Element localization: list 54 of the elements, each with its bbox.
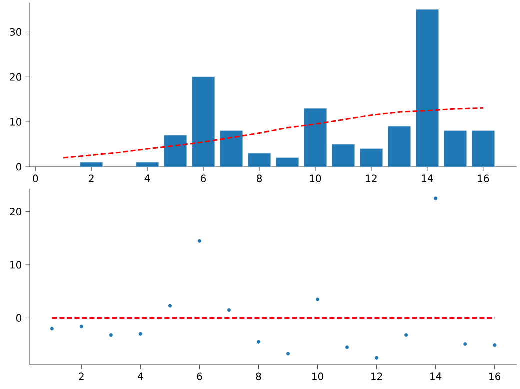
y-tick-label: 20 [10, 208, 22, 216]
point [316, 298, 320, 302]
point [80, 324, 84, 329]
point [286, 352, 290, 356]
y-tick-label: 30 [10, 28, 22, 36]
x-tick-label: 14 [422, 174, 434, 182]
y-tick-label: 10 [10, 261, 22, 269]
x-tick-label: 8 [256, 372, 262, 380]
x-tick-label: 6 [197, 372, 202, 380]
point [198, 239, 202, 243]
x-tick-label: 2 [89, 174, 94, 182]
x-tick-label: 2 [79, 372, 84, 380]
bar [164, 135, 187, 168]
x-tick-label: 14 [430, 372, 442, 380]
x-tick-label: 12 [372, 372, 382, 380]
x-tick-label: 8 [257, 174, 262, 182]
point [345, 346, 350, 350]
point [50, 327, 54, 331]
bar [360, 148, 383, 168]
point [138, 332, 142, 336]
y-tick-label: 0 [16, 314, 22, 322]
bar [472, 130, 495, 168]
bar [192, 76, 215, 168]
bar [444, 130, 467, 168]
point [434, 196, 438, 200]
point [375, 356, 379, 360]
x-tick-label: 12 [366, 174, 377, 182]
y-tick-label: 0 [16, 163, 22, 171]
bar [388, 126, 411, 168]
point [404, 333, 408, 338]
point [109, 333, 113, 338]
bar [416, 9, 439, 168]
x-tick-label: 4 [144, 174, 150, 182]
y-tick-label: 10 [10, 118, 22, 126]
x-tick-label: 10 [310, 174, 322, 182]
x-tick-label: 6 [201, 174, 206, 182]
point [256, 340, 261, 344]
bar [248, 153, 271, 168]
point [168, 304, 172, 308]
x-tick-label: 16 [490, 372, 501, 380]
bar [304, 108, 327, 168]
bar [332, 144, 355, 168]
x-tick-label: 0 [33, 174, 38, 182]
bar [136, 162, 159, 168]
point [227, 308, 232, 312]
x-tick-label: 16 [478, 174, 490, 182]
bar [276, 158, 299, 168]
bar [80, 162, 104, 168]
point [493, 344, 497, 348]
x-tick-label: 4 [138, 372, 144, 380]
point [464, 342, 468, 346]
y-tick-label: 20 [10, 73, 22, 81]
x-tick-label: 10 [312, 372, 324, 380]
bar [220, 130, 243, 168]
